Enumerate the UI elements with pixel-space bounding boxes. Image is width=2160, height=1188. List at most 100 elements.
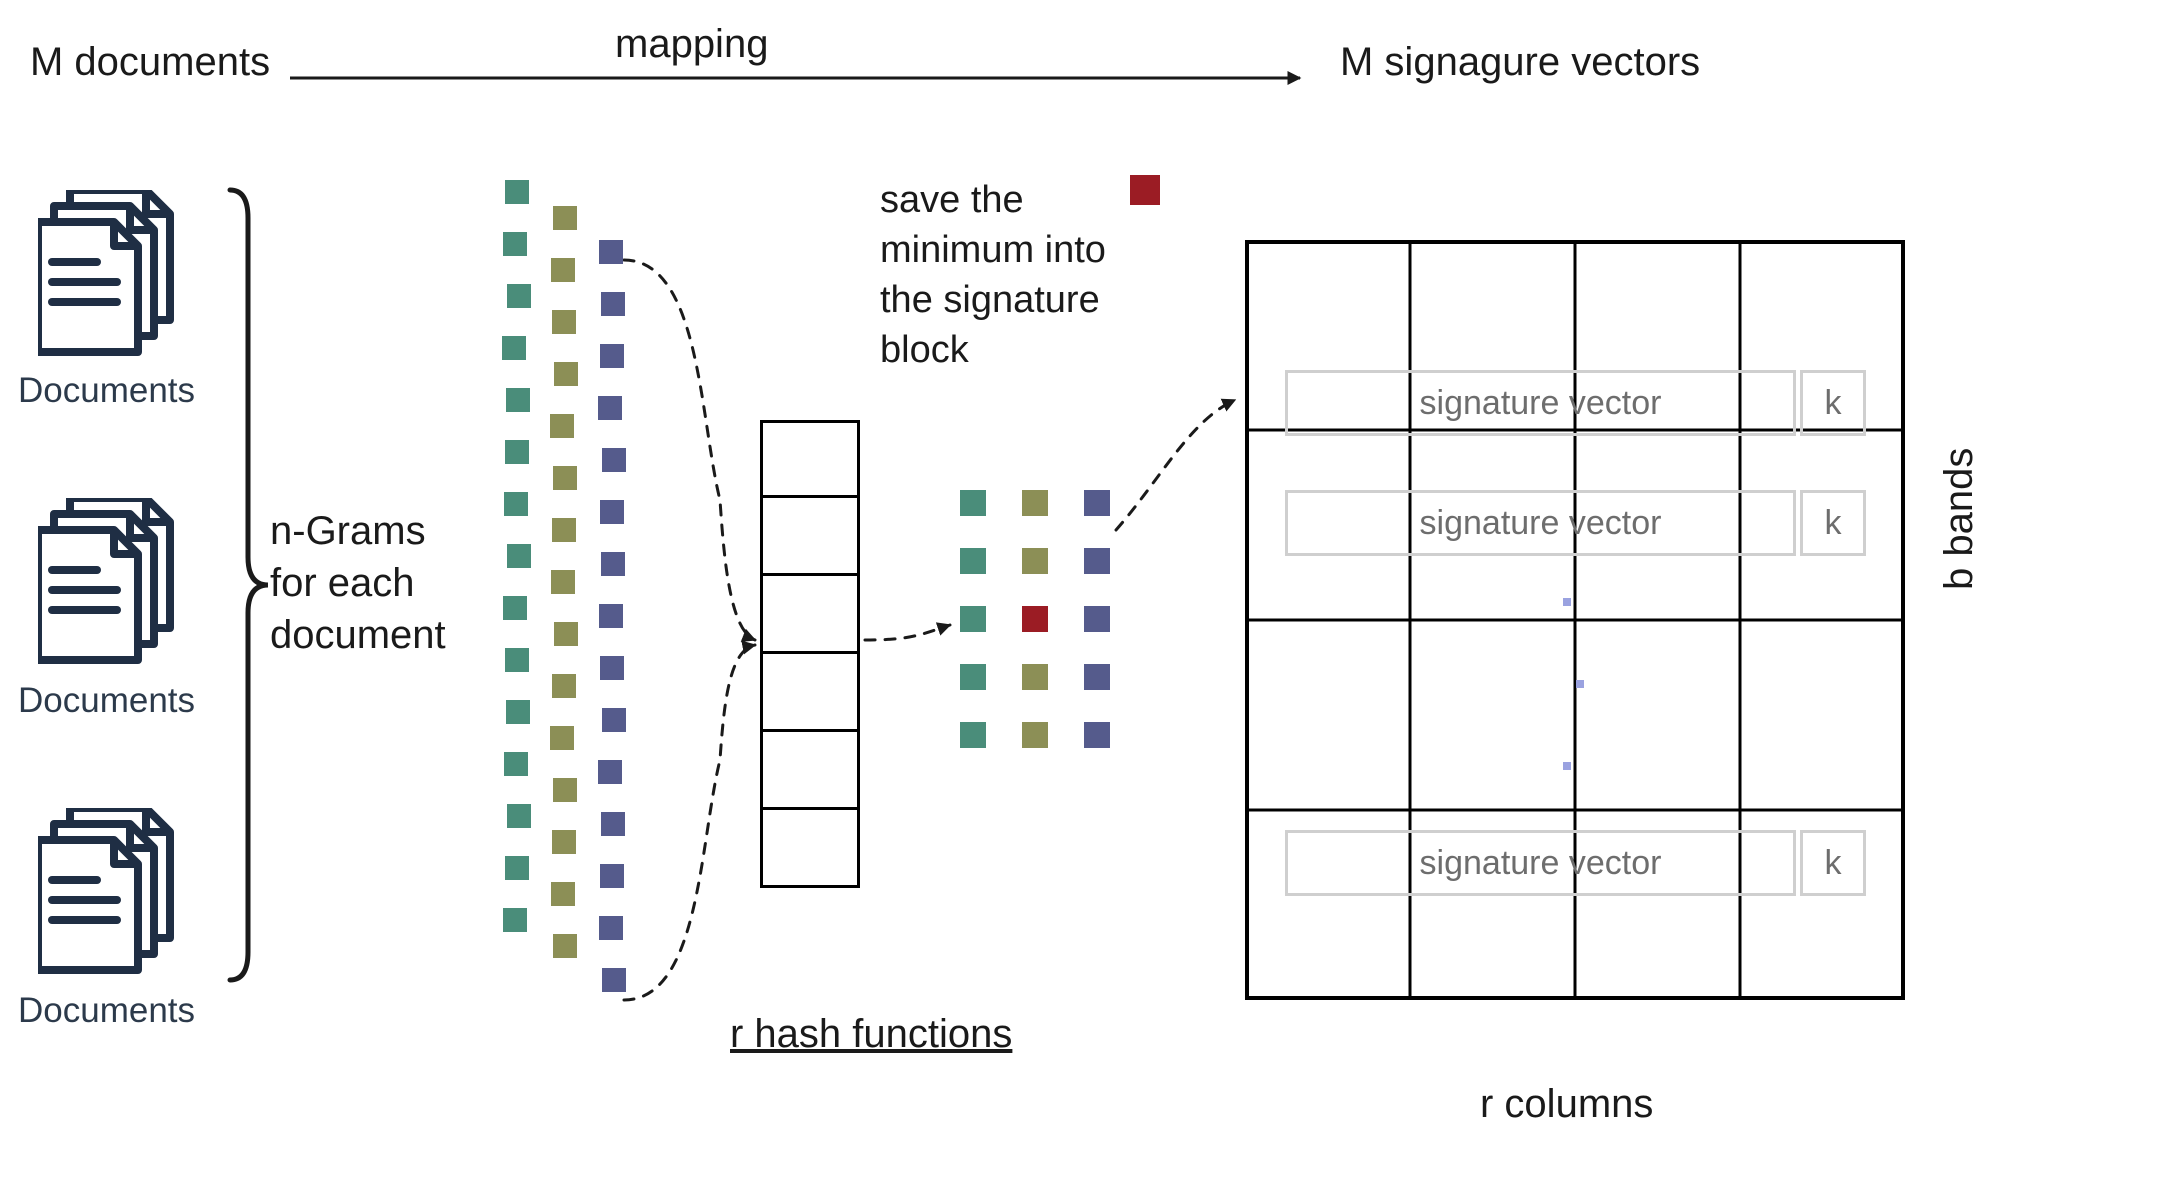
ngram-dot <box>554 362 578 386</box>
ellipsis-dot <box>1563 762 1571 770</box>
ngram-dot <box>550 726 574 750</box>
signature-k-label: k <box>1825 384 1842 423</box>
signature-vector-box: signature vector <box>1285 830 1796 896</box>
ngram-dot <box>598 396 622 420</box>
ngram-dot <box>552 518 576 542</box>
label-m-sig-vectors: M signagure vectors <box>1340 38 1700 86</box>
signature-vector-label: signature vector <box>1420 504 1662 543</box>
ngram-dot <box>505 440 529 464</box>
dashed-arrow <box>1116 400 1235 530</box>
ngram-dot <box>551 258 575 282</box>
ngram-dot <box>600 344 624 368</box>
signature-vector-label: signature vector <box>1420 384 1662 423</box>
label-r-columns: r columns <box>1480 1080 1653 1128</box>
ngram-dot <box>551 882 575 906</box>
hash-cell <box>760 810 860 888</box>
red-square-icon <box>1130 175 1160 205</box>
minhash-dot <box>960 548 986 574</box>
signature-k-box: k <box>1800 830 1866 896</box>
hash-cell <box>760 576 860 654</box>
hash-cell <box>760 732 860 810</box>
ngram-dot <box>553 466 577 490</box>
label-ngrams: n-Grams for each document <box>270 505 446 661</box>
minhash-dot <box>1084 606 1110 632</box>
ngram-dot <box>602 448 626 472</box>
ellipsis-dot <box>1576 680 1584 688</box>
ellipsis-dot <box>1563 598 1571 606</box>
minhash-dot <box>1022 664 1048 690</box>
signature-k-label: k <box>1825 844 1842 883</box>
diagram-canvas: M documents mapping M signagure vectors Doc… <box>0 0 2160 1188</box>
ngram-dot <box>599 240 623 264</box>
minhash-dot <box>1084 664 1110 690</box>
ngram-dot <box>602 708 626 732</box>
dashed-arrow <box>624 645 755 1000</box>
documents-icon <box>38 808 174 974</box>
ngram-dot <box>553 206 577 230</box>
ngram-dot <box>599 604 623 628</box>
minhash-dot <box>960 606 986 632</box>
ngram-dot <box>601 812 625 836</box>
ngram-dot <box>507 544 531 568</box>
dashed-arrow <box>624 260 755 640</box>
ngram-dot <box>598 760 622 784</box>
ngram-dot <box>600 656 624 680</box>
ngram-dot <box>505 648 529 672</box>
ngram-dot <box>552 310 576 334</box>
ngram-dot <box>505 856 529 880</box>
ngram-dot <box>602 968 626 992</box>
ngram-dot <box>503 232 527 256</box>
ngram-dot <box>503 596 527 620</box>
ngram-dot <box>506 388 530 412</box>
ngram-dot <box>554 622 578 646</box>
signature-k-box: k <box>1800 370 1866 436</box>
signature-vector-box: signature vector <box>1285 490 1796 556</box>
label-save-min: save the minimum into the signature bloc… <box>880 175 1106 375</box>
minhash-dot <box>1022 606 1048 632</box>
ngram-dot <box>550 414 574 438</box>
ngram-dot <box>504 492 528 516</box>
ngram-dot <box>600 864 624 888</box>
minhash-dot <box>1084 490 1110 516</box>
minhash-dot <box>960 722 986 748</box>
label-documents-1: Documents <box>18 370 195 412</box>
ngram-dot <box>601 552 625 576</box>
ngram-dot <box>507 284 531 308</box>
ngram-dot <box>552 674 576 698</box>
label-documents-2: Documents <box>18 680 195 722</box>
minhash-dot <box>1084 722 1110 748</box>
ngram-dot <box>600 500 624 524</box>
ngram-dot <box>505 180 529 204</box>
ngram-dot <box>601 292 625 316</box>
ngram-dot <box>506 700 530 724</box>
hash-cell <box>760 654 860 732</box>
minhash-dot <box>1022 722 1048 748</box>
hash-cell <box>760 498 860 576</box>
label-mapping: mapping <box>615 20 768 68</box>
ngram-dot <box>553 934 577 958</box>
minhash-dot <box>1022 548 1048 574</box>
signature-k-box: k <box>1800 490 1866 556</box>
ngram-dot <box>552 830 576 854</box>
documents-icon <box>38 190 174 356</box>
ngram-dot <box>553 778 577 802</box>
ngram-dot <box>502 336 526 360</box>
ngram-dot <box>507 804 531 828</box>
minhash-dot <box>1022 490 1048 516</box>
label-r-hash: r hash functions <box>730 1010 1012 1058</box>
ngram-dot <box>551 570 575 594</box>
minhash-dot <box>1084 548 1110 574</box>
signature-vector-box: signature vector <box>1285 370 1796 436</box>
label-m-documents: M documents <box>30 38 270 86</box>
signature-k-label: k <box>1825 504 1842 543</box>
hash-cell <box>760 420 860 498</box>
ngram-dot <box>503 908 527 932</box>
label-documents-3: Documents <box>18 990 195 1032</box>
dashed-arrow <box>865 625 950 640</box>
documents-icon <box>38 498 174 664</box>
ngram-dot <box>504 752 528 776</box>
minhash-dot <box>960 664 986 690</box>
signature-vector-label: signature vector <box>1420 844 1662 883</box>
ngram-dot <box>599 916 623 940</box>
brace <box>230 190 268 980</box>
